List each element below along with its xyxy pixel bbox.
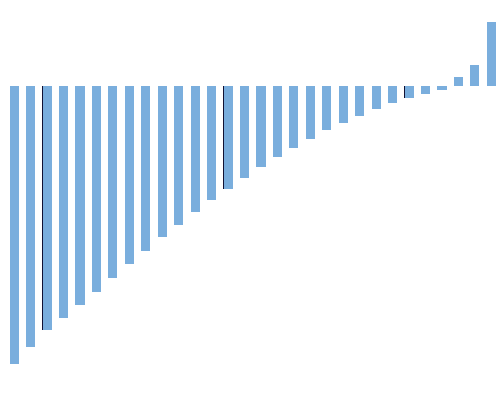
Bar (487, 22, 496, 86)
Bar (404, 86, 409, 98)
Bar (372, 86, 376, 109)
Bar (454, 77, 463, 86)
Bar (470, 65, 475, 86)
Bar (92, 86, 101, 292)
Bar (141, 86, 150, 251)
Bar (191, 86, 200, 212)
Bar (421, 86, 426, 94)
Bar (125, 86, 134, 265)
Bar (158, 86, 167, 237)
Bar (108, 86, 113, 278)
Bar (322, 86, 327, 130)
Bar (273, 86, 278, 157)
Bar (438, 86, 447, 90)
Bar (372, 86, 381, 109)
Bar (26, 86, 35, 347)
Bar (207, 86, 216, 200)
Bar (306, 86, 315, 139)
Bar (355, 86, 360, 116)
Bar (487, 22, 491, 86)
Bar (388, 86, 393, 103)
Bar (223, 86, 228, 189)
Bar (10, 86, 19, 364)
Bar (257, 86, 266, 168)
Bar (42, 86, 47, 330)
Bar (75, 86, 85, 305)
Bar (470, 65, 479, 86)
Bar (174, 86, 179, 225)
Bar (26, 86, 31, 347)
Bar (289, 86, 298, 148)
Bar (257, 86, 261, 168)
Bar (207, 86, 212, 200)
Bar (59, 86, 63, 318)
Bar (273, 86, 282, 157)
Bar (388, 86, 397, 103)
Bar (322, 86, 331, 130)
Bar (421, 86, 430, 94)
Bar (92, 86, 97, 292)
Bar (437, 86, 442, 90)
Bar (157, 86, 162, 237)
Bar (289, 86, 294, 148)
Bar (240, 86, 249, 178)
Bar (108, 86, 117, 278)
Bar (355, 86, 364, 116)
Bar (141, 86, 146, 251)
Bar (191, 86, 195, 212)
Bar (10, 86, 14, 364)
Bar (404, 86, 413, 98)
Bar (75, 86, 80, 305)
Bar (306, 86, 310, 139)
Bar (339, 86, 343, 123)
Bar (59, 86, 68, 318)
Bar (223, 86, 232, 189)
Bar (125, 86, 129, 265)
Bar (339, 86, 348, 123)
Bar (454, 77, 458, 86)
Bar (174, 86, 183, 225)
Bar (43, 86, 52, 330)
Bar (240, 86, 244, 178)
